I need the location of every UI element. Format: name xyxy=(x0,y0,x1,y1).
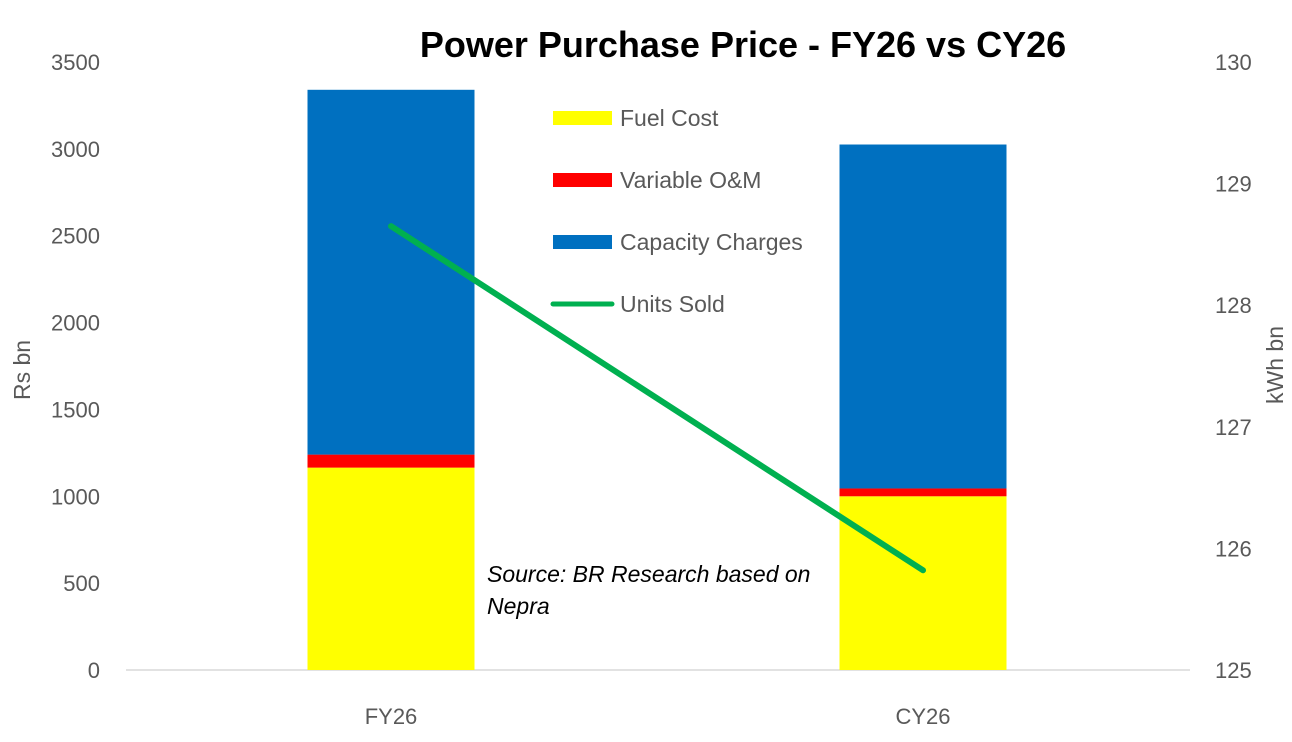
category-labels: FY26 CY26 xyxy=(365,704,951,729)
right-tick-label: 128 xyxy=(1215,293,1252,318)
bar-variable-o-m-fy26 xyxy=(307,454,475,468)
left-tick-label: 0 xyxy=(88,658,100,683)
left-tick-label: 1500 xyxy=(51,397,100,422)
source-annotation-line-1: Source: BR Research based on xyxy=(487,561,810,587)
left-tick-label: 2000 xyxy=(51,311,100,336)
right-axis-label: kWh bn xyxy=(1262,326,1288,404)
legend-label-units-sold: Units Sold xyxy=(620,291,725,317)
line-series xyxy=(388,223,926,574)
legend-swatch-capacity-charges xyxy=(553,235,612,249)
left-tick-label: 500 xyxy=(63,571,100,596)
category-label-fy26: FY26 xyxy=(365,704,418,729)
source-annotation-line-2: Nepra xyxy=(487,593,550,619)
right-tick-label: 126 xyxy=(1215,536,1252,561)
legend-label-capacity-charges: Capacity Charges xyxy=(620,229,803,255)
legend: Fuel Cost Variable O&M Capacity Charges Uni… xyxy=(550,105,803,317)
legend-swatch-fuel-cost xyxy=(553,111,612,125)
bar-capacity-charges-cy26 xyxy=(839,144,1007,489)
bar-fuel-cost-fy26 xyxy=(307,467,475,670)
legend-label-fuel-cost: Fuel Cost xyxy=(620,105,719,131)
line-units-sold xyxy=(388,223,926,574)
right-tick-label: 130 xyxy=(1215,50,1252,75)
bar-fuel-cost-cy26 xyxy=(839,496,1007,670)
legend-swatch-variable-o-m xyxy=(553,173,612,187)
bar-variable-o-m-cy26 xyxy=(839,488,1007,497)
right-tick-label: 125 xyxy=(1215,658,1252,683)
left-tick-label: 2500 xyxy=(51,224,100,249)
left-tick-label: 1000 xyxy=(51,484,100,509)
left-axis-label: Rs bn xyxy=(9,340,35,400)
category-label-cy26: CY26 xyxy=(895,704,950,729)
right-axis-ticks: 125 126 127 128 129 130 xyxy=(1215,50,1252,683)
right-tick-label: 127 xyxy=(1215,415,1252,440)
bar-capacity-charges-fy26 xyxy=(307,89,475,455)
bars xyxy=(307,89,1007,670)
legend-label-variable-o-m: Variable O&M xyxy=(620,167,761,193)
left-tick-label: 3500 xyxy=(51,50,100,75)
right-tick-label: 129 xyxy=(1215,172,1252,197)
chart-title: Power Purchase Price - FY26 vs CY26 xyxy=(420,24,1066,65)
left-tick-label: 3000 xyxy=(51,137,100,162)
left-axis-ticks: 0 500 1000 1500 2000 2500 3000 3500 xyxy=(51,50,100,683)
source-annotation: Source: BR Research based on Nepra xyxy=(487,561,817,619)
